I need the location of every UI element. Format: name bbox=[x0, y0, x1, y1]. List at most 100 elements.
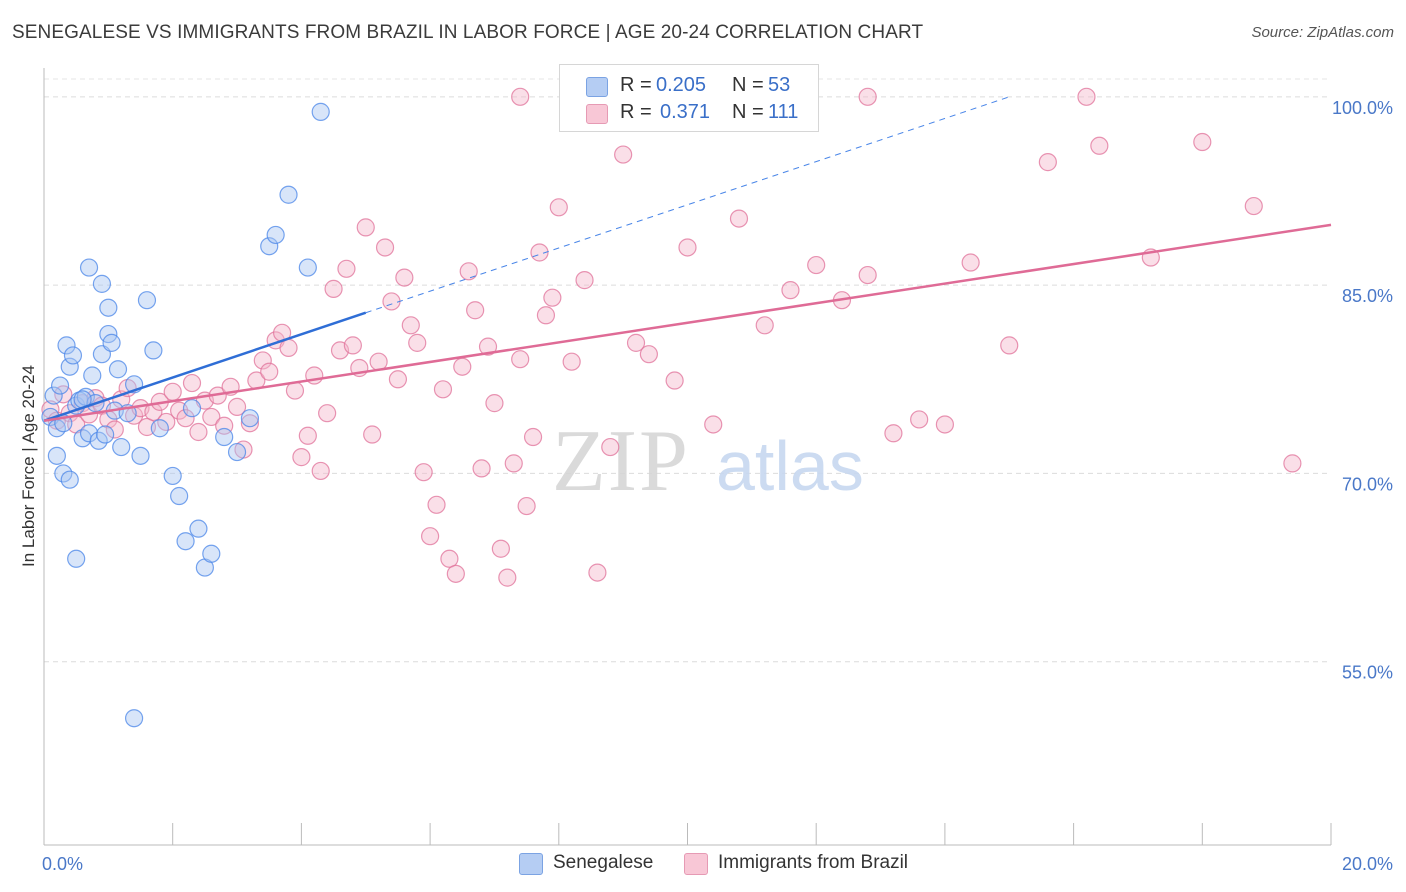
brazil-point bbox=[408, 333, 427, 352]
brazil-point bbox=[453, 357, 472, 376]
brazil-point bbox=[363, 425, 382, 444]
brazil-point bbox=[498, 568, 517, 587]
brazil-point bbox=[485, 394, 504, 413]
legend-row-brazil: R = 0.371 N = 111 bbox=[560, 100, 818, 128]
legend-r-label: R = bbox=[620, 101, 652, 123]
brazil-point bbox=[240, 414, 260, 433]
brazil-point bbox=[292, 448, 311, 467]
brazil-point bbox=[729, 209, 749, 228]
brazil-point bbox=[459, 262, 478, 281]
bottom-legend-label: Senegalese bbox=[553, 852, 654, 873]
brazil-point bbox=[935, 415, 955, 434]
brazil-point bbox=[511, 87, 530, 106]
brazil-point bbox=[440, 549, 459, 568]
brazil-point bbox=[182, 373, 202, 393]
brazil-point bbox=[536, 306, 556, 325]
brazil-point bbox=[807, 255, 826, 275]
senegalese-point bbox=[170, 486, 189, 506]
senegalese-point bbox=[50, 376, 70, 395]
brazil-trend-line bbox=[43, 223, 1332, 422]
brazil-point bbox=[1193, 132, 1212, 152]
senegalese-trend-extension bbox=[365, 96, 1010, 314]
senegalese-point bbox=[79, 424, 99, 443]
brazil-point bbox=[176, 409, 195, 428]
brazil-point bbox=[105, 420, 124, 439]
brazil-point bbox=[1038, 153, 1057, 172]
brazil-point bbox=[562, 352, 581, 371]
axes bbox=[43, 68, 1332, 846]
bottom-legend-swatch-brazil bbox=[684, 853, 708, 875]
brazil-point bbox=[626, 333, 646, 352]
senegalese-point bbox=[279, 185, 298, 204]
brazil-point bbox=[858, 265, 877, 285]
legend-n-value: 111 bbox=[768, 101, 799, 123]
brazil-point bbox=[858, 87, 877, 106]
senegalese-point bbox=[163, 466, 182, 486]
y-axis-label: In Labor Force | Age 20-24 bbox=[19, 365, 38, 567]
brazil-point bbox=[253, 351, 272, 370]
brazil-point bbox=[433, 380, 453, 399]
senegalese-point bbox=[60, 357, 79, 376]
brazil-point bbox=[1000, 336, 1019, 355]
brazil-point bbox=[324, 279, 343, 298]
bottom-legend-swatch-senegalese bbox=[519, 853, 543, 875]
senegalese-point bbox=[63, 346, 83, 365]
senegalese-point bbox=[131, 446, 150, 465]
chart-title: SENEGALESE VS IMMIGRANTS FROM BRAZIL IN … bbox=[12, 22, 924, 43]
brazil-point bbox=[1283, 454, 1302, 473]
brazil-point bbox=[466, 301, 485, 320]
senegalese-point bbox=[124, 709, 144, 728]
watermark: ZIP atlas bbox=[552, 413, 864, 510]
brazil-point bbox=[1090, 136, 1109, 155]
brazil-point bbox=[549, 198, 568, 217]
brazil-point bbox=[395, 268, 414, 287]
brazil-point bbox=[517, 496, 536, 516]
brazil-point bbox=[343, 336, 362, 355]
senegalese-point bbox=[266, 225, 285, 245]
brazil-point bbox=[356, 218, 375, 237]
legend-n-label: N = bbox=[732, 101, 764, 123]
senegalese-point bbox=[150, 419, 169, 438]
tick-labels: 55.0% 70.0% 85.0% 100.0% 0.0% 20.0% bbox=[42, 98, 1393, 874]
brazil-point bbox=[639, 345, 658, 364]
brazil-point bbox=[137, 417, 157, 437]
legend: R = 0.205 N = 53 R = 0.371 N = 111 bbox=[559, 64, 819, 132]
brazil-point bbox=[478, 337, 498, 356]
brazil-point bbox=[446, 564, 465, 583]
senegalese-point bbox=[202, 544, 221, 563]
legend-r-label: R = bbox=[620, 74, 652, 96]
brazil-point bbox=[704, 415, 723, 434]
x-tick-label: 0.0% bbox=[42, 854, 83, 874]
bottom-legend-label: Immigrants from Brazil bbox=[718, 852, 909, 873]
brazil-point bbox=[388, 370, 408, 389]
legend-row-senegalese: R = 0.205 N = 53 bbox=[560, 73, 818, 101]
legend-n-value: 53 bbox=[768, 74, 791, 96]
senegalese-point bbox=[83, 366, 102, 385]
source-label: Source: ZipAtlas.com bbox=[1251, 24, 1394, 41]
senegalese-point bbox=[96, 425, 115, 444]
brazil-point bbox=[523, 427, 543, 447]
trend-lines bbox=[43, 96, 1332, 422]
legend-n-label: N = bbox=[732, 74, 764, 96]
senegalese-point bbox=[92, 274, 112, 293]
grid-lines bbox=[44, 78, 1331, 663]
brazil-point bbox=[961, 253, 980, 272]
y-tick-label: 70.0% bbox=[1342, 474, 1393, 494]
legend-swatch-brazil bbox=[586, 104, 608, 124]
brazil-point bbox=[414, 463, 433, 482]
senegalese-point bbox=[112, 437, 131, 457]
senegalese-point bbox=[57, 336, 76, 355]
senegalese-point bbox=[260, 237, 279, 256]
brazil-point bbox=[1244, 196, 1263, 216]
brazil-point bbox=[311, 461, 330, 481]
y-tick-label: 85.0% bbox=[1342, 286, 1393, 306]
brazil-point bbox=[601, 437, 620, 457]
senegalese-point bbox=[99, 298, 118, 317]
brazil-point bbox=[588, 563, 607, 582]
senegalese-point bbox=[176, 532, 195, 551]
brazil-point bbox=[1077, 87, 1096, 106]
senegalese-point bbox=[67, 549, 86, 568]
senegalese-trend-line bbox=[43, 311, 367, 422]
legend-r-value: 0.205 bbox=[656, 74, 707, 96]
